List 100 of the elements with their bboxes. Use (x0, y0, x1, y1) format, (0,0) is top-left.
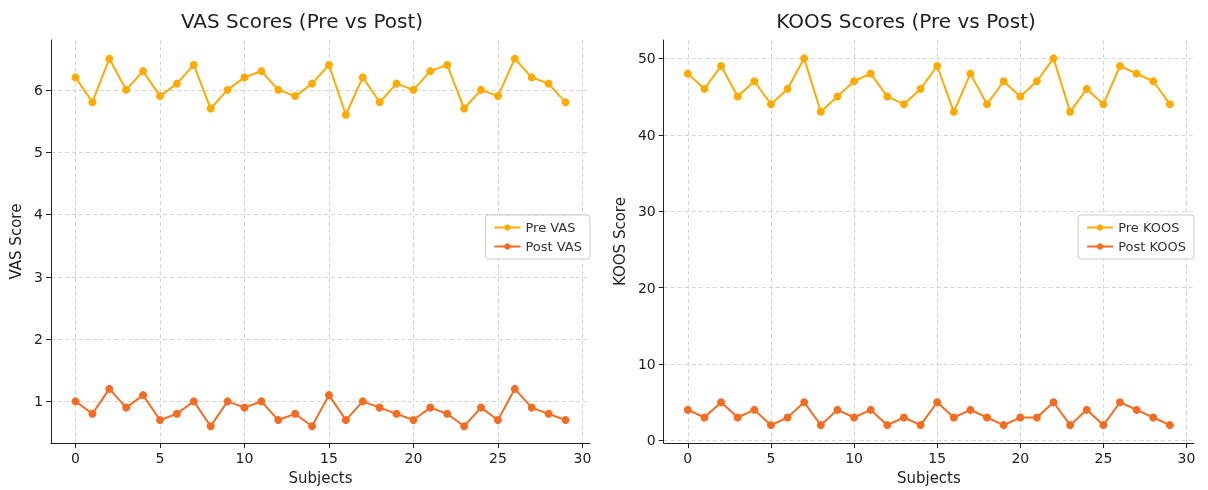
x-tick-label: 20 (1011, 450, 1030, 467)
point (155, 416, 164, 425)
point (291, 92, 300, 101)
point (1032, 413, 1041, 422)
point (172, 79, 181, 88)
point (1099, 100, 1108, 109)
legend-label: Post VAS (525, 239, 583, 254)
point (341, 416, 350, 425)
point (257, 67, 266, 76)
point (308, 422, 317, 431)
point (71, 397, 80, 406)
point (324, 60, 333, 69)
point (683, 405, 692, 414)
point (733, 92, 742, 101)
point (493, 416, 502, 425)
point (1049, 54, 1058, 63)
x-tick-label: 5 (766, 450, 776, 467)
point (561, 416, 570, 425)
point (1066, 421, 1075, 430)
x-tick-label: 15 (928, 450, 947, 467)
point (392, 409, 401, 418)
y-tick-label: 5 (34, 144, 43, 161)
point (1149, 413, 1158, 422)
point (966, 69, 975, 78)
point (966, 405, 975, 414)
point (883, 92, 892, 101)
point (949, 107, 958, 116)
point (122, 403, 131, 412)
point (683, 69, 692, 78)
point (274, 85, 283, 94)
point (527, 73, 536, 82)
point (800, 54, 809, 63)
point (71, 73, 80, 82)
point (1066, 107, 1075, 116)
point (139, 67, 148, 76)
y-tick-label: 1 (34, 393, 43, 410)
point (1132, 405, 1141, 414)
point (733, 413, 742, 422)
x-tick-label: 0 (683, 450, 693, 467)
point (88, 98, 97, 107)
y-tick-label: 20 (637, 279, 656, 296)
point (1016, 413, 1025, 422)
point (544, 79, 553, 88)
point (933, 61, 942, 70)
point (866, 69, 875, 78)
point (460, 422, 469, 431)
y-tick-label: 0 (646, 432, 656, 449)
legend-label: Post KOOS (1118, 239, 1187, 254)
point (206, 422, 215, 431)
point (527, 403, 536, 412)
point (766, 100, 775, 109)
point (833, 92, 842, 101)
point (717, 61, 726, 70)
point (88, 409, 97, 418)
x-tick-label: 25 (1094, 450, 1113, 467)
legend-label: Pre VAS (525, 220, 576, 235)
point (358, 73, 367, 82)
point (409, 416, 418, 425)
x-tick-label: 30 (1177, 450, 1196, 467)
point (375, 403, 384, 412)
x-tick-label: 5 (155, 450, 165, 467)
y-axis-title: VAS Score (6, 203, 25, 280)
y-tick-label: 40 (637, 126, 656, 143)
point (105, 384, 114, 393)
point (308, 79, 317, 88)
point (189, 60, 198, 69)
point (122, 85, 131, 94)
x-axis-title: Subjects (896, 468, 961, 487)
point (1049, 398, 1058, 407)
point (800, 398, 809, 407)
point (426, 67, 435, 76)
point (1132, 69, 1141, 78)
point (341, 110, 350, 119)
point (544, 409, 553, 418)
point (999, 77, 1008, 86)
point (983, 100, 992, 109)
point (1165, 100, 1174, 109)
y-tick-label: 30 (637, 203, 656, 220)
point (139, 391, 148, 400)
point (949, 413, 958, 422)
point (916, 84, 925, 93)
point (766, 421, 775, 430)
point (155, 92, 164, 101)
point (426, 403, 435, 412)
point (750, 405, 759, 414)
point (750, 77, 759, 86)
point (783, 413, 792, 422)
point (816, 107, 825, 116)
point (510, 54, 519, 63)
point (223, 397, 232, 406)
x-axis-title: Subjects (288, 468, 353, 487)
point (866, 405, 875, 414)
point (933, 398, 942, 407)
point (850, 77, 859, 86)
point (443, 409, 452, 418)
point (257, 397, 266, 406)
y-tick-label: 3 (34, 268, 43, 285)
point (717, 398, 726, 407)
point (477, 85, 486, 94)
point (223, 85, 232, 94)
